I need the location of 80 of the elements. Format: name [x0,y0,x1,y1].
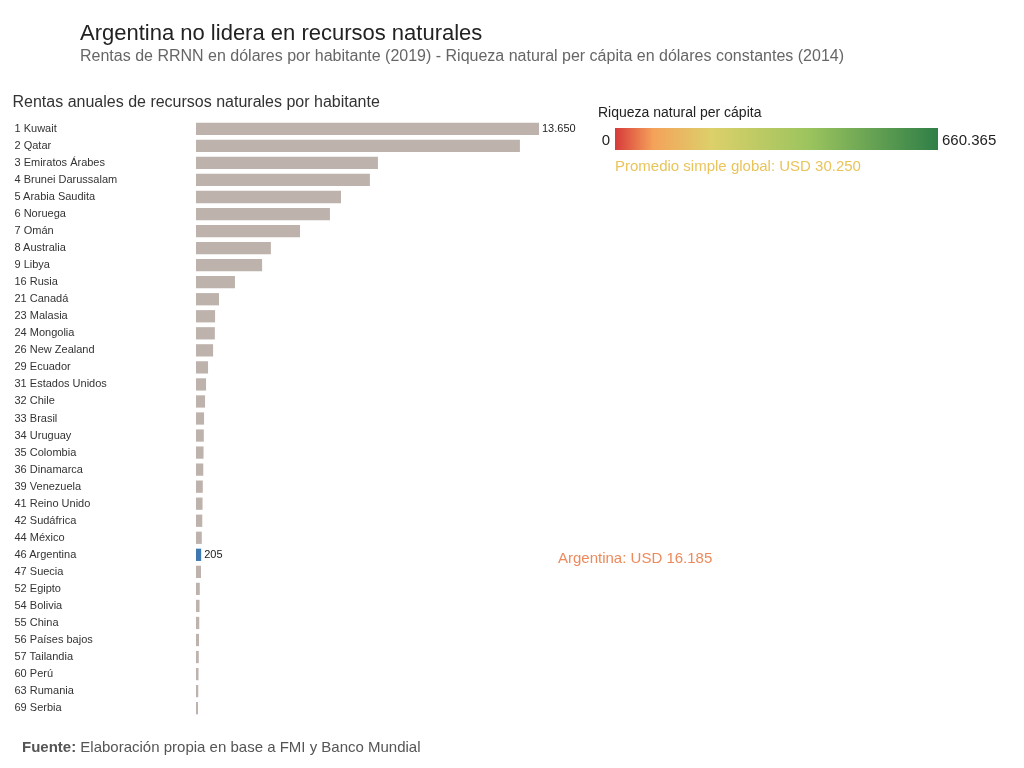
bar [196,514,203,527]
y-tick-label: 39 Venezuela [14,479,83,492]
y-tick-label: 31 Estados Unidos [14,377,108,390]
y-tick-label: 47 Suecia [14,564,65,577]
bar [196,667,199,681]
bar [196,310,216,323]
y-tick-label: 21 Canadá [14,292,70,305]
bar [196,582,200,596]
data-label: 205 [204,547,223,560]
bar [196,241,271,255]
y-tick-label: 8 Australia [14,241,67,254]
bar [196,259,263,272]
text: 660.365 [942,131,997,148]
y-tick-label: 26 New Zealand [14,343,95,356]
y-tick-label: 60 Perú [14,667,54,680]
bar [196,633,200,647]
y-tick-label: 3 Emiratos Árabes [14,155,106,168]
y-tick-label: 29 Ecuador [14,360,72,373]
bar [196,122,539,135]
source-note: Fuente: Elaboración propia en base a FMI y Banco Mundial [22,738,421,755]
y-tick-label: 56 Países bajos [14,633,94,646]
bar [196,412,205,425]
bar [196,650,199,664]
bar [196,344,214,357]
bar [196,207,330,221]
y-tick-label: 57 Tailandia [14,650,74,663]
bar [196,429,204,442]
y-tick-label: 41 Reino Unido [14,496,91,509]
color-bar-title: Riqueza natural per cápita [598,104,762,120]
bar [196,531,202,544]
y-tick-label: 23 Malasia [14,309,69,322]
y-tick-label: 55 China [14,615,60,628]
y-tick-label: 4 Brunei Darussalam [14,172,118,185]
bar [196,446,204,459]
y-tick-label: 16 Rusia [14,275,59,288]
y-tick-label: 32 Chile [14,394,55,407]
y-tick-label: 44 México [14,530,65,543]
bar [196,480,203,493]
bar [196,139,520,153]
text: Promedio simple global: USD 30.250 [615,157,861,174]
bar [196,616,200,630]
y-tick-label: 2 Qatar [14,138,52,151]
x-axis-title: Rentas anuales de recursos naturales por habitante [12,92,380,110]
bar [196,565,202,578]
bar [196,293,219,306]
text: 0 [601,131,610,148]
y-tick-label: 35 Colombia [14,445,78,458]
y-tick-label: 52 Egipto [14,581,61,594]
y-tick-label: 36 Dinamarca [14,462,84,475]
chart-subtitle: Rentas de RRNN en dólares por habitante (2019) - Riqueza natural per cápita en dólares constantes (2014) [80,47,844,64]
bar [196,497,203,510]
bar [196,378,207,391]
chart-title: Argentina no lidera en recursos naturales [80,20,483,45]
bar [196,173,370,187]
bar [196,156,378,170]
y-tick-label: 7 Omán [14,224,54,237]
bar [196,327,215,340]
y-tick-label: 69 Serbia [14,701,63,714]
y-tick-label: 34 Uruguay [14,428,72,441]
bar [196,702,199,715]
y-tick-label: 63 Rumania [14,684,75,697]
y-tick-label: 24 Mongolia [14,326,76,339]
y-tick-label: 42 Sudáfrica [14,513,78,526]
y-tick-label: 54 Bolivia [14,598,64,611]
y-tick-label: 9 Libya [14,258,51,271]
y-tick-label: 6 Noruega [14,207,67,220]
data-label: 13.650 [542,121,576,134]
y-tick-label: 5 Arabia Saudita [14,189,97,202]
bar [196,395,206,408]
bar [196,276,235,289]
bar [196,224,301,238]
bar [196,463,204,476]
y-tick-label: 33 Brasil [14,411,58,424]
bar [196,190,341,204]
y-tick-label: 1 Kuwait [14,121,57,134]
text: Argentina: USD 16.185 [558,549,713,566]
y-tick-label: 46 Argentina [14,547,78,560]
bar [196,361,209,374]
bar [196,548,202,561]
bar [196,599,200,613]
